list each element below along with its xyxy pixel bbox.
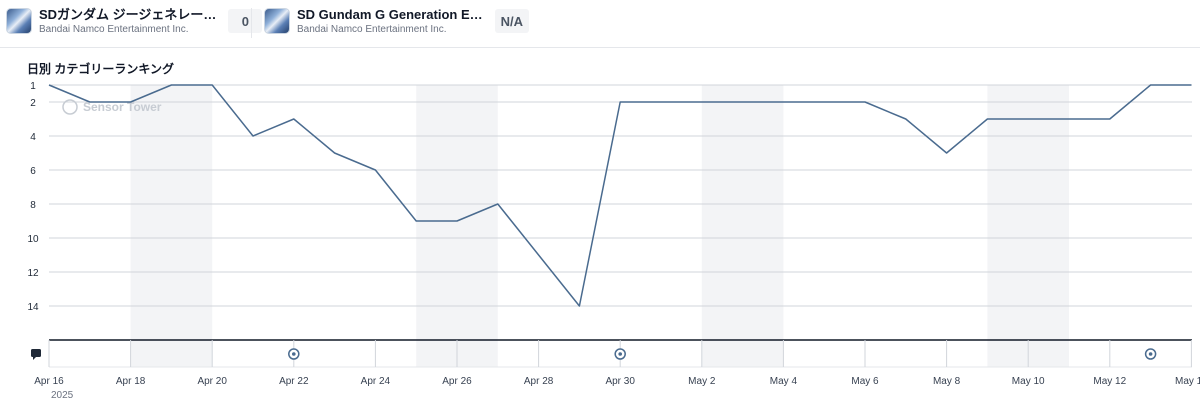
x-tick-label: Apr 30 [605,376,635,387]
x-tick-label: Apr 24 [361,376,391,387]
y-tick-label: 4 [30,132,36,143]
x-tick-label: May 4 [770,376,798,387]
y-tick-label: 14 [27,302,39,313]
app-title: SDガンダム ジージェネレー… [39,6,217,22]
weekend-band [987,85,1069,367]
app-publisher: Bandai Namco Entertainment Inc. [39,23,189,35]
x-tick-label: Apr 18 [116,376,146,387]
watermark: Sensor Tower [83,100,162,114]
app-divider [251,8,252,38]
x-tick-label: Apr 26 [442,376,472,387]
y-tick-label: 6 [30,166,36,177]
y-tick-label: 12 [27,268,39,279]
app-value-badge: 0 [228,9,263,33]
sensor-tower-logo-icon [62,99,78,115]
app-icon [264,8,290,34]
app-entry-2[interactable]: SD Gundam G Generation E… Bandai Namco E… [264,6,530,36]
x-tick-label: May 12 [1093,376,1126,387]
annotation-icon [31,349,41,357]
x-tick-label: May 2 [688,376,716,387]
chart-title: 日別 カテゴリーランキング [27,62,174,76]
x-tick-label: May 8 [933,376,961,387]
y-tick-label: 10 [27,234,39,245]
series-line [48,84,1192,307]
app-publisher: Bandai Namco Entertainment Inc. [297,23,447,35]
event-marker-dot [292,352,296,356]
annotation-icon-tail [33,357,36,360]
y-tick-label: 1 [30,81,36,92]
x-tick-label: May 10 [1012,376,1045,387]
weekend-band [416,85,498,367]
app-icon [6,8,32,34]
event-marker-dot [618,352,622,356]
x-tick-label: Apr 16 [34,376,64,387]
y-tick-label: 2 [30,98,36,109]
x-tick-label: Apr 28 [524,376,554,387]
weekend-band [701,85,784,367]
weekend-band [130,85,213,367]
x-tick-label: Apr 20 [197,376,227,387]
y-tick-label: 8 [30,200,36,211]
year-label: 2025 [51,390,74,401]
x-tick-label: May 6 [851,376,879,387]
app-value-badge: N/A [494,9,530,33]
event-marker-dot [1148,352,1153,356]
x-tick-label: Apr 22 [279,376,309,387]
header: SDガンダム ジージェネレー… Bandai Namco Entertainme… [0,0,1200,48]
x-tick-label: May 14 [1175,376,1200,387]
app-entry-1[interactable]: SDガンダム ジージェネレー… Bandai Namco Entertainme… [6,6,263,36]
app-title: SD Gundam G Generation E… [297,6,483,22]
